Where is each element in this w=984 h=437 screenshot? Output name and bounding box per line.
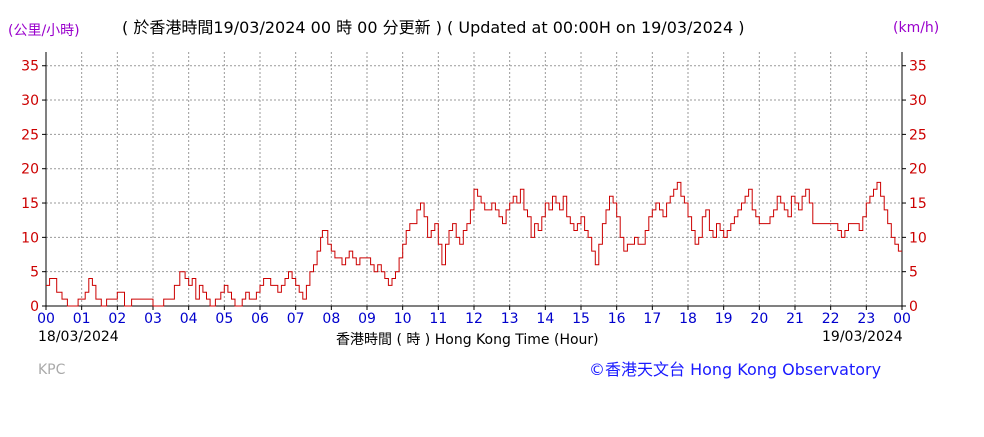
x-tick-label: 15 [572,311,590,327]
update-time-subtitle: ( 於香港時間19/03/2024 00 時 00 分更新 ) ( Update… [122,18,745,37]
y-tick-label-right: 35 [909,59,927,75]
y-axis-unit-left: (公里/小時) [8,23,80,39]
x-tick-label: 09 [358,311,376,327]
y-tick-label-left: 0 [30,299,39,315]
wind-speed-line [46,181,902,307]
y-tick-label-left: 20 [21,162,39,178]
x-tick-label: 21 [786,311,804,327]
x-tick-label: 20 [750,311,768,327]
y-tick-label-left: 35 [21,59,39,75]
x-tick-label: 07 [287,311,305,327]
y-tick-label-left: 5 [30,265,39,281]
y-tick-label-right: 25 [909,127,927,143]
observatory-credit[interactable]: ©香港天文台 Hong Kong Observatory [589,360,882,379]
series-layer [46,181,902,307]
x-tick-label: 22 [822,311,840,327]
x-tick-label: 16 [608,311,626,327]
station-code: KPC [38,362,66,378]
y-tick-label-right: 15 [909,196,927,212]
x-tick-label: 01 [73,311,91,327]
x-tick-label: 18 [679,311,697,327]
y-tick-label-left: 30 [21,93,39,109]
y-tick-label-left: 10 [21,230,39,246]
x-tick-label: 00 [893,311,911,327]
y-tick-label-right: 30 [909,93,927,109]
x-tick-label: 05 [215,311,233,327]
x-tick-label: 10 [394,311,412,327]
x-tick-label: 06 [251,311,269,327]
x-tick-label: 11 [429,311,447,327]
grid-lines [45,52,903,307]
x-tick-label: 02 [108,311,126,327]
x-tick-label: 14 [536,311,554,327]
y-tick-labels-left: 0 5 10 15 20 25 30 35 [21,59,39,315]
x-tick-label: 23 [857,311,875,327]
y-tick-labels-right: 0 5 10 15 20 25 30 35 [909,59,927,315]
y-tick-label-left: 15 [21,196,39,212]
x-axis-label: 香港時間 ( 時 ) Hong Kong Time (Hour) [336,332,599,348]
x-tick-label: 03 [144,311,162,327]
end-date-label: 19/03/2024 [822,329,903,345]
y-tick-label-left: 25 [21,127,39,143]
x-tick-label: 08 [322,311,340,327]
x-tick-label: 19 [715,311,733,327]
x-tick-label: 00 [37,311,55,327]
x-tick-label: 12 [465,311,483,327]
start-date-label: 18/03/2024 [38,329,119,345]
x-tick-labels: 00 01 02 03 04 05 06 07 08 09 10 11 12 13 14 15 16 17 18 19… [37,311,911,327]
y-tick-label-right: 20 [909,162,927,178]
x-tick-label: 13 [501,311,519,327]
y-tick-label-right: 10 [909,230,927,246]
y-tick-label-right: 5 [909,265,918,281]
y-tick-label-right: 0 [909,299,918,315]
y-axis-unit-right: (km/h) [893,20,940,36]
x-tick-label: 04 [180,311,198,327]
chart-axes [42,52,906,310]
x-tick-label: 17 [643,311,661,327]
